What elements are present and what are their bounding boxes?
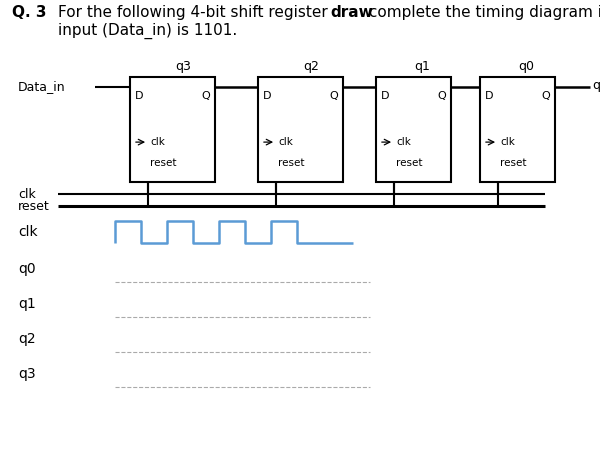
Text: D: D — [485, 91, 493, 101]
Text: D: D — [263, 91, 271, 101]
Text: q1: q1 — [415, 60, 430, 73]
Bar — [480, 77, 555, 182]
Text: q0: q0 — [592, 78, 600, 92]
Text: reset: reset — [396, 158, 422, 168]
Text: draw: draw — [330, 5, 373, 20]
Text: Q: Q — [201, 91, 210, 101]
Text: clk: clk — [18, 225, 38, 239]
Text: reset: reset — [150, 158, 176, 168]
Text: Q: Q — [437, 91, 446, 101]
Text: q2: q2 — [18, 332, 35, 346]
Text: Data_in: Data_in — [18, 80, 65, 93]
Text: q2: q2 — [303, 60, 319, 73]
Text: q1: q1 — [18, 297, 36, 311]
Text: complete the timing diagram if the: complete the timing diagram if the — [364, 5, 600, 20]
Text: q3: q3 — [18, 367, 35, 381]
Text: clk: clk — [18, 187, 36, 200]
Bar — [258, 77, 343, 182]
Text: For the following 4-bit shift register: For the following 4-bit shift register — [58, 5, 332, 20]
Text: Q: Q — [541, 91, 550, 101]
Text: Q. 3: Q. 3 — [12, 5, 47, 20]
Text: D: D — [135, 91, 143, 101]
Text: reset: reset — [278, 158, 305, 168]
Text: clk: clk — [500, 137, 515, 147]
Text: reset: reset — [500, 158, 527, 168]
Bar — [376, 77, 451, 182]
Bar — [130, 77, 215, 182]
Text: q0: q0 — [518, 60, 535, 73]
Text: clk: clk — [150, 137, 165, 147]
Text: clk: clk — [278, 137, 293, 147]
Text: Q: Q — [329, 91, 338, 101]
Text: clk: clk — [396, 137, 411, 147]
Text: input (Data_in) is 1101.: input (Data_in) is 1101. — [58, 23, 237, 39]
Text: q0: q0 — [18, 262, 35, 276]
Text: D: D — [381, 91, 389, 101]
Text: q3: q3 — [175, 60, 191, 73]
Text: reset: reset — [18, 199, 50, 212]
